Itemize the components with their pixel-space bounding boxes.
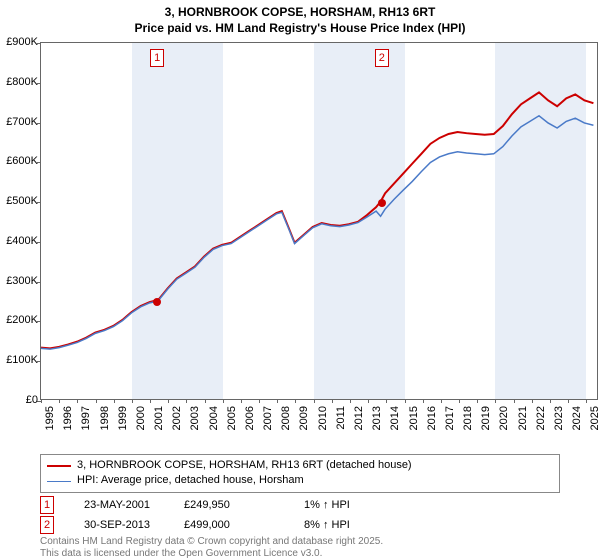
x-axis-label: 1997 <box>80 406 92 436</box>
x-axis-label: 2012 <box>353 406 365 436</box>
chart-area: 12 £0£100K£200K£300K£400K£500K£600K£700K… <box>0 42 600 420</box>
legend-swatch-price <box>47 465 71 467</box>
x-axis-label: 2001 <box>153 406 165 436</box>
x-axis-label: 2006 <box>244 406 256 436</box>
x-axis-label: 2013 <box>371 406 383 436</box>
sales-table: 1 23-MAY-2001 £249,950 1% ↑ HPI 2 30-SEP… <box>40 495 464 535</box>
x-axis-label: 2011 <box>335 406 347 436</box>
x-axis-label: 2018 <box>462 406 474 436</box>
chart-container: 3, HORNBROOK COPSE, HORSHAM, RH13 6RT Pr… <box>0 0 600 560</box>
attribution: Contains HM Land Registry data © Crown c… <box>40 536 383 560</box>
x-axis-label: 1998 <box>99 406 111 436</box>
legend-label-hpi: HPI: Average price, detached house, Hors… <box>77 473 304 488</box>
x-axis-label: 1995 <box>44 406 56 436</box>
y-axis-label: £800K <box>0 76 38 88</box>
sale-marker-1: 1 <box>40 496 54 514</box>
x-axis-label: 2024 <box>571 406 583 436</box>
x-axis-label: 2004 <box>208 406 220 436</box>
x-axis-label: 2010 <box>317 406 329 436</box>
series-price <box>41 92 593 348</box>
x-axis-label: 2015 <box>408 406 420 436</box>
legend-item-price: 3, HORNBROOK COPSE, HORSHAM, RH13 6RT (d… <box>47 458 553 473</box>
sale-dot <box>153 298 161 306</box>
sale-row-1: 1 23-MAY-2001 £249,950 1% ↑ HPI <box>40 495 464 515</box>
sale-row-2: 2 30-SEP-2013 £499,000 8% ↑ HPI <box>40 515 464 535</box>
x-axis-label: 2005 <box>226 406 238 436</box>
x-axis-label: 2009 <box>298 406 310 436</box>
attribution-line-1: Contains HM Land Registry data © Crown c… <box>40 536 383 548</box>
legend-label-price: 3, HORNBROOK COPSE, HORSHAM, RH13 6RT (d… <box>77 458 412 473</box>
series-hpi <box>41 116 593 349</box>
x-axis-label: 2022 <box>535 406 547 436</box>
sale-price-2: £499,000 <box>184 519 304 531</box>
y-axis-label: £0 <box>0 394 38 406</box>
chart-title-block: 3, HORNBROOK COPSE, HORSHAM, RH13 6RT Pr… <box>0 0 600 36</box>
x-axis-label: 2017 <box>444 406 456 436</box>
x-axis-label: 2020 <box>498 406 510 436</box>
x-axis-label: 2025 <box>589 406 600 436</box>
sale-dot <box>378 199 386 207</box>
x-axis-label: 2007 <box>262 406 274 436</box>
legend-item-hpi: HPI: Average price, detached house, Hors… <box>47 473 553 488</box>
x-axis-label: 2002 <box>171 406 183 436</box>
y-axis-label: £500K <box>0 195 38 207</box>
sale-date-2: 30-SEP-2013 <box>54 519 184 531</box>
sale-delta-2: 8% ↑ HPI <box>304 519 464 531</box>
x-axis-label: 2021 <box>517 406 529 436</box>
chart-lines <box>41 43 597 399</box>
x-axis-label: 2019 <box>480 406 492 436</box>
x-axis-label: 2000 <box>135 406 147 436</box>
chart-marker-2: 2 <box>375 49 389 67</box>
y-axis-label: £300K <box>0 275 38 287</box>
y-axis-label: £400K <box>0 235 38 247</box>
x-axis-label: 1996 <box>62 406 74 436</box>
sale-date-1: 23-MAY-2001 <box>54 499 184 511</box>
y-axis-label: £600K <box>0 155 38 167</box>
sale-marker-2: 2 <box>40 516 54 534</box>
sale-price-1: £249,950 <box>184 499 304 511</box>
y-axis-label: £900K <box>0 36 38 48</box>
legend-box: 3, HORNBROOK COPSE, HORSHAM, RH13 6RT (d… <box>40 454 560 493</box>
y-axis-label: £200K <box>0 314 38 326</box>
x-axis-label: 2008 <box>280 406 292 436</box>
legend-swatch-hpi <box>47 481 71 482</box>
plot-area: 12 <box>40 42 598 400</box>
x-axis-label: 2003 <box>189 406 201 436</box>
x-axis-label: 2023 <box>553 406 565 436</box>
title-line-2: Price paid vs. HM Land Registry's House … <box>0 20 600 36</box>
x-axis-label: 2016 <box>426 406 438 436</box>
y-axis-label: £100K <box>0 354 38 366</box>
x-axis-label: 2014 <box>389 406 401 436</box>
chart-marker-1: 1 <box>150 49 164 67</box>
title-line-1: 3, HORNBROOK COPSE, HORSHAM, RH13 6RT <box>0 4 600 20</box>
sale-delta-1: 1% ↑ HPI <box>304 499 464 511</box>
y-axis-label: £700K <box>0 116 38 128</box>
x-axis-label: 1999 <box>117 406 129 436</box>
attribution-line-2: This data is licensed under the Open Gov… <box>40 548 383 560</box>
